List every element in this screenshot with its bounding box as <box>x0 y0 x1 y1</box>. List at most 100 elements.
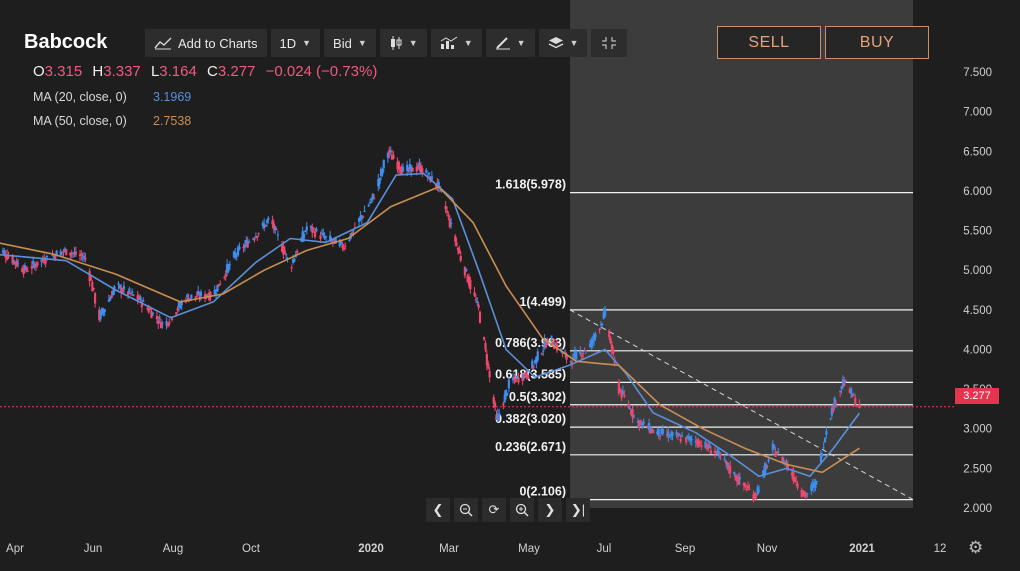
candle-body <box>80 253 83 257</box>
candle-body <box>657 428 660 436</box>
candle-body <box>599 324 603 326</box>
candle-body <box>555 343 559 351</box>
fib-level-label: 0(2.106) <box>519 485 566 499</box>
candle-body <box>669 433 673 436</box>
candle-body <box>110 295 113 299</box>
candle-body <box>727 465 730 470</box>
candle-body <box>833 397 836 408</box>
candle-body <box>535 356 538 364</box>
candle-body <box>100 308 104 315</box>
candle-body <box>54 255 57 260</box>
candle-body <box>843 382 846 386</box>
candle-body <box>170 318 174 320</box>
ma20-legend[interactable]: MA (20, close, 0) 3.1969 <box>33 90 191 104</box>
scroll-left-button[interactable]: ❮ <box>426 498 450 522</box>
candle-body <box>59 251 62 255</box>
candle-body <box>382 160 385 169</box>
candle-body <box>756 487 759 495</box>
candle-body <box>254 236 258 238</box>
high-label: H <box>92 63 104 80</box>
candle-body <box>536 351 539 361</box>
indicators-button[interactable]: ▼ <box>430 29 482 57</box>
y-tick-label: 5.000 <box>963 265 992 277</box>
sell-button[interactable]: SELL <box>717 26 821 59</box>
candle-body <box>815 481 818 483</box>
candle-body <box>806 493 809 495</box>
candle-body <box>631 409 634 418</box>
scroll-right-button[interactable]: ❯ <box>538 498 562 522</box>
candle-body <box>737 478 740 485</box>
candle-body <box>474 299 477 301</box>
candle-body <box>819 452 823 462</box>
candle-body <box>660 428 663 435</box>
candle-body <box>757 489 761 491</box>
candle-body <box>417 165 420 170</box>
zoom-in-button[interactable] <box>510 498 534 522</box>
candle-body <box>158 317 161 319</box>
zoom-out-button[interactable] <box>454 498 478 522</box>
candle-body <box>313 231 317 237</box>
candle-body <box>795 480 798 482</box>
candle-body <box>419 165 422 174</box>
candle-body <box>839 390 842 393</box>
candle-body <box>371 193 374 200</box>
candle-body <box>511 378 515 381</box>
candle-body <box>319 235 322 240</box>
candle-body <box>718 451 721 457</box>
interval-select[interactable]: 1D ▼ <box>270 29 321 57</box>
candle-body <box>341 244 344 249</box>
candle-body <box>503 394 506 403</box>
chevron-down-icon: ▼ <box>569 38 579 48</box>
candle-body <box>544 344 548 348</box>
candle-body <box>209 292 212 298</box>
candle-body <box>575 351 578 360</box>
candle-body <box>689 436 692 441</box>
candle-body <box>177 302 181 308</box>
candle-body <box>708 444 711 448</box>
candle-body <box>854 397 857 406</box>
candle-body <box>531 360 534 369</box>
go-to-latest-button[interactable]: ❯| <box>566 498 590 522</box>
reset-chart-button[interactable]: ⟳ <box>482 498 506 522</box>
chart-type-button[interactable]: ▼ <box>379 29 427 57</box>
layers-button[interactable]: ▼ <box>538 29 588 57</box>
candle-body <box>421 168 424 174</box>
candle-body <box>89 277 93 281</box>
price-type-select[interactable]: Bid ▼ <box>324 29 376 57</box>
settings-button[interactable]: ⚙ <box>968 538 983 558</box>
ma50-legend[interactable]: MA (50, close, 0) 2.7538 <box>33 114 191 128</box>
open-label: O <box>33 63 45 80</box>
candle-body <box>6 254 9 260</box>
candle-body <box>729 466 732 474</box>
candle-body <box>120 287 123 294</box>
candle-body <box>792 471 795 482</box>
candle-body <box>621 391 625 395</box>
draw-tools-button[interactable]: ▼ <box>485 29 535 57</box>
x-tick-label: Nov <box>757 543 778 555</box>
add-to-charts-button[interactable]: Add to Charts <box>145 29 267 57</box>
candle-body <box>216 284 219 292</box>
candle-body <box>841 379 844 387</box>
candle-body <box>668 436 671 438</box>
fullscreen-button[interactable] <box>591 29 628 57</box>
candle-body <box>33 264 36 268</box>
candle-body <box>609 338 612 344</box>
candle-body <box>551 342 554 346</box>
buy-button[interactable]: BUY <box>825 26 929 59</box>
candle-body <box>496 413 499 421</box>
candle-body <box>561 352 564 354</box>
candle-body <box>524 373 527 377</box>
candle-body <box>282 245 285 255</box>
candle-body <box>763 465 766 477</box>
candle-body <box>601 323 604 325</box>
candle-body <box>532 366 535 368</box>
candle-body <box>584 350 587 352</box>
ohlc-readout: O3.315 H3.337 L3.164 C3.277 −0.024 (−0.7… <box>33 63 377 80</box>
candle-body <box>716 448 719 454</box>
go-to-end-icon: ❯| <box>570 502 586 517</box>
candle-body <box>418 163 421 167</box>
candle-body <box>370 197 373 200</box>
candle-body <box>126 291 130 296</box>
candle-body <box>305 226 308 231</box>
